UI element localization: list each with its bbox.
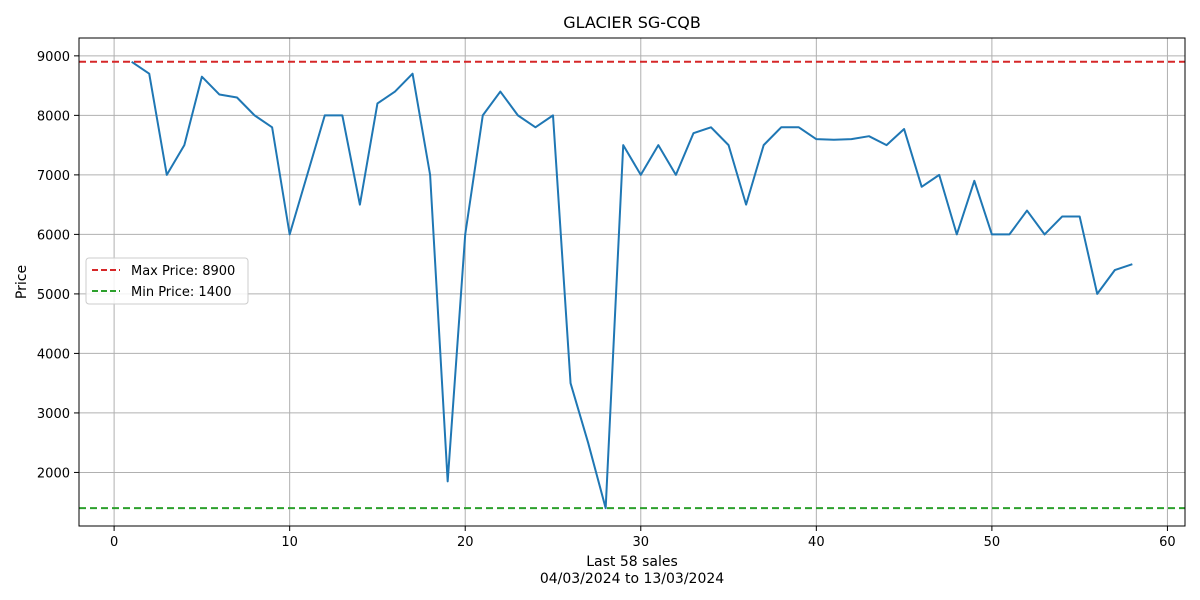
y-tick-label: 2000 bbox=[37, 466, 70, 481]
x-tick-label: 20 bbox=[457, 535, 474, 550]
x-tick-label: 50 bbox=[984, 535, 1001, 550]
y-tick-label: 4000 bbox=[37, 347, 70, 362]
y-tick-label: 7000 bbox=[37, 169, 70, 184]
reference-lines bbox=[79, 60, 1185, 510]
chart-title: GLACIER SG-CQB bbox=[563, 13, 701, 32]
axis-ticks: 0 10 20 30 40 50 60 2000 3000 4000 5000 6000 7000 800… bbox=[37, 50, 1176, 550]
y-tick-label: 9000 bbox=[37, 50, 70, 65]
grid bbox=[79, 38, 1185, 526]
legend: Max Price: 8900 Min Price: 1400 bbox=[85, 257, 249, 305]
price-series-line bbox=[131, 60, 1133, 510]
y-tick-label: 6000 bbox=[37, 228, 70, 243]
x-tick-label: 40 bbox=[808, 535, 825, 550]
x-tick-label: 10 bbox=[281, 535, 298, 550]
plot-frame bbox=[78, 37, 1186, 527]
x-tick-label: 30 bbox=[633, 535, 650, 550]
y-axis-label: Price bbox=[14, 265, 30, 299]
legend-box bbox=[85, 257, 249, 305]
y-tick-label: 5000 bbox=[37, 288, 70, 303]
x-axis-label: Last 58 sales bbox=[586, 554, 678, 570]
y-tick-label: 8000 bbox=[37, 109, 70, 124]
x-tick-label: 0 bbox=[110, 535, 118, 550]
y-tick-label: 3000 bbox=[37, 407, 70, 422]
series-group bbox=[131, 60, 1133, 510]
legend-label-min: Min Price: 1400 bbox=[131, 285, 232, 300]
legend-label-max: Max Price: 8900 bbox=[131, 264, 235, 279]
x-axis-sublabel: 04/03/2024 to 13/03/2024 bbox=[540, 571, 724, 587]
x-tick-label: 60 bbox=[1159, 535, 1176, 550]
